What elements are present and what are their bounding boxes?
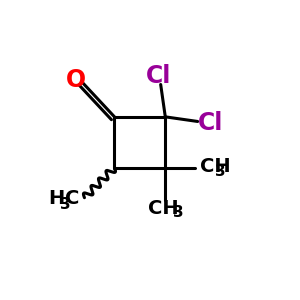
Text: H: H: [49, 189, 65, 208]
Text: 3: 3: [59, 197, 70, 212]
Text: O: O: [66, 68, 86, 92]
Text: C: C: [65, 189, 80, 208]
Text: CH: CH: [148, 199, 178, 218]
Text: 3: 3: [215, 164, 226, 179]
Text: CH: CH: [200, 157, 231, 176]
Text: Cl: Cl: [198, 111, 223, 135]
Text: Cl: Cl: [146, 64, 171, 88]
Text: 3: 3: [173, 205, 183, 220]
